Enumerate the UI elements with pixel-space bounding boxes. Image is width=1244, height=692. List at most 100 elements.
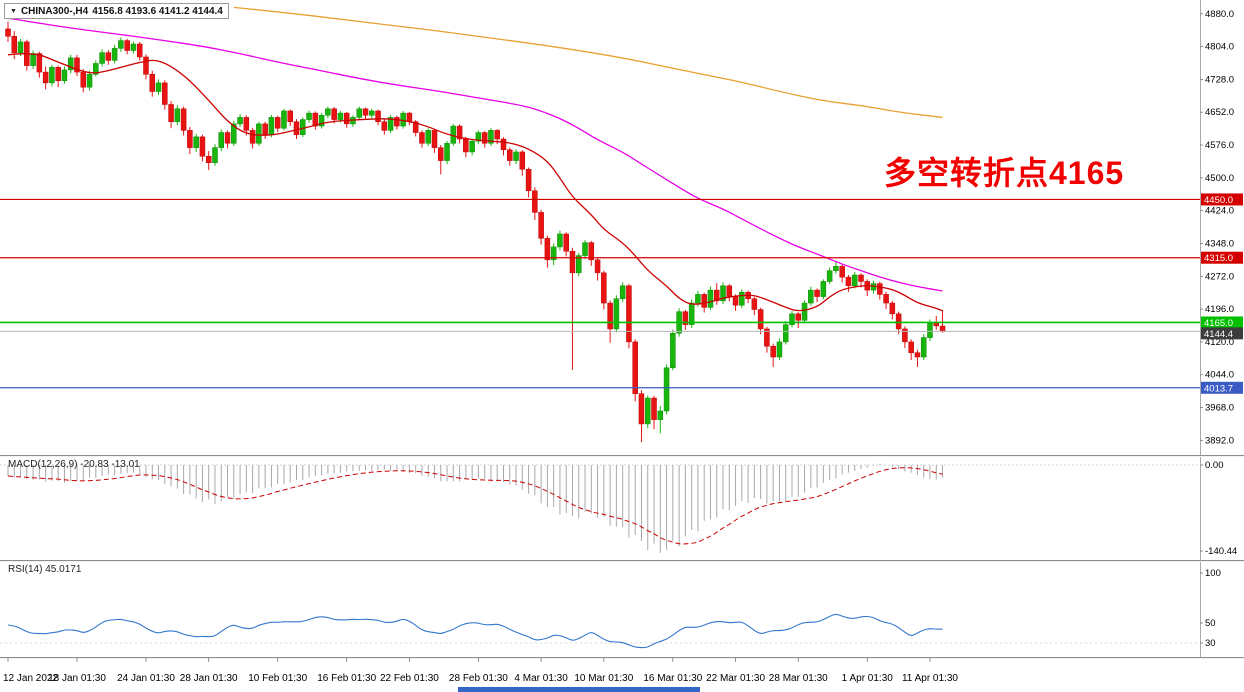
candle-body: [174, 108, 181, 122]
candle-body: [74, 57, 80, 73]
candle-body: [67, 57, 74, 71]
candle-body: [300, 119, 306, 135]
candle-body: [500, 138, 507, 151]
candle-body: [218, 132, 224, 148]
ma-slow-line: [233, 6, 943, 119]
price-badge-resistance-4450: 4450.0: [1204, 195, 1233, 206]
price-badge-support-4013: 4013.7: [1204, 383, 1233, 394]
candle-body: [444, 143, 450, 161]
candle-body: [387, 117, 394, 131]
candle-body: [162, 82, 168, 105]
candle-body: [130, 43, 137, 51]
time-axis-label: 28 Feb 01:30: [449, 673, 508, 684]
symbol-period-label: CHINA300-,H4: [20, 5, 89, 17]
candle-body: [143, 56, 149, 75]
rsi-indicator-label: RSI(14) 45.0171: [8, 564, 82, 575]
price-axis-label: 4652.0: [1205, 107, 1234, 118]
symbol-dropdown-icon[interactable]: ▼: [10, 7, 17, 15]
candle-body: [751, 298, 758, 310]
time-axis-label: 11 Apr 01:30: [902, 673, 958, 684]
candle-body: [268, 117, 275, 135]
candle-body: [456, 125, 463, 140]
candle-body: [475, 132, 482, 142]
candle-body: [469, 140, 475, 153]
candle-body: [513, 151, 519, 161]
price-axis-label: 4120.0: [1205, 337, 1234, 348]
price-axis-label: 3968.0: [1205, 403, 1234, 414]
candle-body: [795, 313, 802, 321]
main-chart-panel: [0, 6, 1200, 443]
candle-body: [463, 138, 469, 153]
current-price-badge: 4144.4: [1204, 329, 1233, 340]
time-axis-label: 28 Jan 01:30: [180, 673, 238, 684]
rsi-line: [7, 613, 943, 649]
candle-body: [576, 255, 582, 274]
candle-body: [688, 302, 695, 325]
candle-body: [105, 52, 112, 61]
candle-body: [632, 341, 638, 394]
candle-body: [287, 110, 293, 122]
candle-body: [136, 43, 143, 58]
candle-body: [770, 345, 776, 358]
candle-body: [889, 302, 896, 315]
candle-body: [5, 28, 11, 37]
candle-body: [193, 136, 199, 148]
candle-body: [601, 272, 607, 304]
horizontal-scrollbar-thumb[interactable]: [458, 687, 700, 692]
time-axis-label: 28 Mar 01:30: [769, 673, 828, 684]
candle-body: [877, 283, 883, 295]
candle-body: [895, 313, 902, 330]
candle-body: [331, 108, 337, 120]
candle-body: [713, 289, 720, 302]
candle-body: [249, 130, 256, 144]
candle-body: [663, 367, 670, 412]
candle-body: [808, 289, 814, 304]
macd-indicator-label: MACD(12,26,9) -20.83 -13.01: [8, 459, 140, 470]
candle-body: [381, 121, 388, 131]
candle-body: [312, 112, 319, 127]
candle-body: [155, 82, 162, 92]
ma-fast-line: [7, 53, 943, 312]
candle-body: [438, 147, 444, 161]
candle-body: [243, 117, 250, 131]
macd-histogram: [7, 463, 944, 553]
price-badge-pivot-4165: 4165.0: [1204, 318, 1233, 329]
candle-body: [42, 71, 49, 84]
candle-body: [588, 242, 595, 261]
candle-body: [36, 53, 43, 73]
candle-body: [858, 274, 864, 282]
candle-body: [701, 294, 707, 308]
candle-body: [30, 53, 36, 66]
rsi-scale-label: 50: [1205, 618, 1216, 629]
price-badge-support-4013-bg: [1201, 381, 1243, 394]
candle-body: [274, 117, 281, 129]
rsi-scale-label: 30: [1205, 638, 1216, 649]
candle-body: [550, 246, 557, 261]
price-axis-label: 4728.0: [1205, 74, 1234, 85]
candle-body: [262, 123, 268, 135]
candle-body: [400, 112, 406, 127]
time-axis-label: 10 Mar 01:30: [574, 673, 633, 684]
candle-body: [839, 266, 845, 278]
candle-body: [256, 123, 262, 144]
candle-body: [61, 69, 68, 81]
candle-body: [293, 121, 300, 135]
candle-body: [607, 302, 613, 330]
candle-body: [801, 302, 808, 321]
price-axis-label: 4880.0: [1205, 9, 1234, 20]
candle-body: [563, 233, 569, 252]
candle-body: [375, 110, 381, 122]
candle-body: [199, 136, 206, 157]
candle-body: [406, 112, 413, 122]
candle-body: [619, 285, 626, 299]
candle-body: [168, 104, 174, 122]
macd-scale-label: -140.44: [1205, 546, 1237, 557]
symbol-info-box[interactable]: ▼ CHINA300-,H4 4156.8 4193.6 4141.2 4144…: [4, 3, 229, 19]
candle-body: [362, 108, 369, 116]
candle-body: [55, 67, 61, 81]
candle-body: [306, 112, 312, 120]
pivot-annotation-text[interactable]: 多空转折点4165: [884, 155, 1125, 191]
rsi-panel: [0, 613, 1200, 649]
candle-body: [412, 121, 419, 133]
